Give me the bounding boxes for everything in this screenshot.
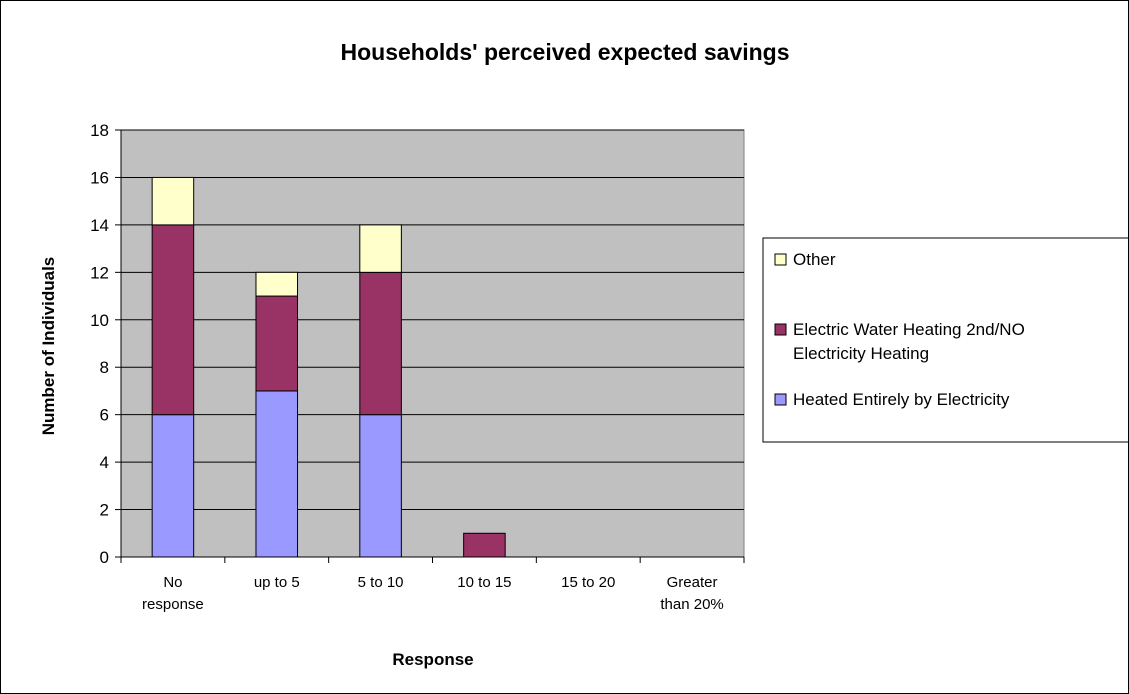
y-tick-label: 16	[90, 168, 109, 187]
y-tick-label: 18	[90, 121, 109, 140]
bar-segment	[151, 414, 195, 558]
legend-label: Electric Water Heating 2nd/NO Electricity…	[793, 320, 1025, 363]
bar-segment	[151, 224, 195, 416]
bar-segment	[463, 532, 506, 558]
legend-swatch	[774, 323, 787, 336]
x-tick-label: Greater than 20%	[660, 574, 723, 613]
x-axis-title: Response	[392, 650, 473, 669]
bar-segment	[255, 271, 299, 297]
x-tick-label: up to 5	[254, 574, 300, 591]
bar-segment	[359, 414, 402, 558]
bar-segment	[151, 176, 195, 226]
legend-label: Heated Entirely by Electricity	[793, 390, 1010, 409]
bar-segment	[359, 224, 402, 273]
y-tick-label: 6	[100, 406, 109, 425]
y-tick-label: 12	[90, 263, 109, 282]
plot-area	[120, 129, 745, 558]
chart-title: Households' perceived expected savings	[340, 39, 789, 65]
legend-swatch	[774, 393, 787, 406]
x-tick-label: 15 to 20	[561, 574, 615, 591]
y-axis-title: Number of Individuals	[39, 257, 58, 436]
y-tick-label: 14	[90, 216, 109, 235]
y-tick-label: 10	[90, 311, 109, 330]
y-tick-label: 2	[100, 501, 109, 520]
bar-segment	[359, 271, 402, 416]
y-tick-label: 0	[100, 548, 109, 567]
x-tick-label: No response	[142, 574, 204, 613]
x-tick-label: 10 to 15	[457, 574, 511, 591]
y-tick-label: 8	[100, 358, 109, 377]
bar-segment	[255, 390, 299, 558]
legend-box	[762, 237, 1128, 443]
bar-segment	[255, 295, 299, 392]
x-tick-label: 5 to 10	[358, 574, 404, 591]
legend-label: Other	[793, 250, 836, 269]
y-tick-label: 4	[100, 453, 109, 472]
legend-swatch	[774, 253, 787, 266]
